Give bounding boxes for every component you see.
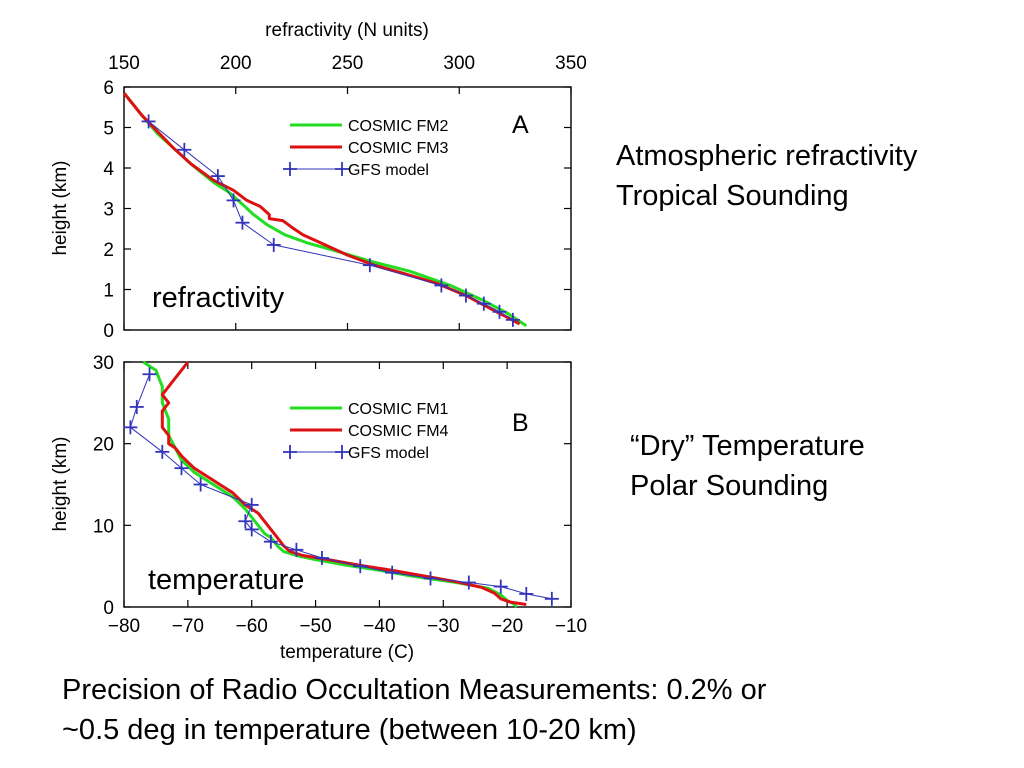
panel-a-description-line2: Tropical Sounding: [616, 180, 849, 212]
panel-a-y-tick-label: 0: [103, 321, 114, 342]
panel-b-gfs-point: [289, 542, 304, 557]
panel-a-y-axis-title: height (km): [50, 160, 71, 255]
panel-b-x-tick-label: −40: [363, 616, 395, 637]
panel-a-gfs-point: [492, 304, 507, 319]
panel-a-legend-item: COSMIC FM3: [290, 140, 449, 157]
panel-b-gfs-point: [461, 575, 476, 590]
panel-b-y-tick-label: 0: [103, 598, 114, 619]
panel-a-gfs-point: [434, 278, 449, 293]
panel-b-gfs-point: [544, 591, 559, 606]
panel-b-gfs-point: [493, 579, 508, 594]
panel-b-x-tick-label: −80: [108, 616, 140, 637]
panel-b-gfs-point: [519, 586, 534, 601]
panel-b-x-tick-label: −70: [172, 616, 204, 637]
panel-a-letter: A: [512, 111, 529, 139]
panel-a-y-tick-label: 6: [103, 78, 114, 99]
panel-b-legend-item: GFS model: [283, 445, 429, 462]
panel-a-gfs-point: [210, 169, 225, 184]
panel-b-legend-label: COSMIC FM4: [348, 423, 449, 440]
panel-a-x-tick-label: 200: [220, 53, 252, 74]
panel-a-description-line1: Atmospheric refractivity: [616, 140, 918, 172]
panel-a-gfs-point: [476, 296, 491, 311]
caption-line2: ~0.5 deg in temperature (between 10-20 k…: [62, 714, 637, 746]
panel-b-x-tick-label: −30: [427, 616, 459, 637]
panel-b-ticks: −80 −70 −60 −50 −40 −30 −20 −10 0 10 20 30: [93, 353, 587, 637]
panel-b-y-tick-label: 20: [93, 435, 114, 456]
panel-b-legend-item: COSMIC FM4: [290, 423, 449, 440]
panel-a-y-tick-label: 5: [103, 119, 114, 140]
panel-a-gfs-point: [235, 215, 250, 230]
panel-b-y-tick-label: 10: [93, 516, 114, 537]
panel-a-x-tick-label: 350: [555, 53, 587, 74]
panel-a-y-tick-label: 1: [103, 281, 114, 302]
panel-b-y-axis-title: height (km): [50, 436, 71, 531]
panel-b-description-line1: “Dry” Temperature: [630, 430, 865, 462]
panel-a-legend-item: GFS model: [283, 162, 429, 179]
panel-b-gfs-point: [244, 522, 259, 537]
panel-b-gfs-point: [244, 497, 259, 512]
panel-b-gfs-point: [129, 399, 144, 414]
panel-a-x-tick-label: 250: [332, 53, 364, 74]
panel-b-y-tick-label: 30: [93, 353, 114, 374]
panel-a-gfs-point: [266, 237, 281, 252]
temperature-chart: −80 −70 −60 −50 −40 −30 −20 −10 0 10 20 30 COSMIC F…: [50, 353, 587, 663]
panel-b-gfs-point: [353, 559, 368, 574]
panel-a-x-tick-label: 150: [108, 53, 140, 74]
panel-b-gfs-point: [155, 444, 170, 459]
panel-a-gfs-point: [362, 258, 377, 273]
panel-b-x-tick-label: −60: [236, 616, 268, 637]
panel-b-letter: B: [512, 409, 529, 437]
panel-a-series: [122, 92, 528, 328]
panel-a-gfs-point: [226, 193, 241, 208]
panel-a-y-tick-label: 2: [103, 240, 114, 261]
panel-b-inner-label: temperature: [148, 564, 304, 596]
panel-a-legend-label: COSMIC FM2: [348, 118, 449, 135]
panel-a-legend-label: GFS model: [348, 162, 429, 179]
panel-b-legend-label: COSMIC FM1: [348, 401, 449, 418]
panel-b-gfs-point: [385, 565, 400, 580]
panel-a-legend: COSMIC FM2 COSMIC FM3 GFS model: [283, 118, 449, 179]
panel-a-series-gfs-model: [148, 121, 514, 321]
panel-a-x-tick-label: 300: [443, 53, 475, 74]
caption-line1: Precision of Radio Occultation Measureme…: [62, 674, 767, 706]
panel-b-gfs-point: [193, 477, 208, 492]
panel-b-gfs-point: [263, 534, 278, 549]
panel-a-gfs-point: [505, 312, 520, 327]
panel-b-x-axis-title: temperature (C): [280, 642, 414, 663]
panel-a-y-tick-label: 3: [103, 200, 114, 221]
panel-b-legend-item: COSMIC FM1: [290, 401, 449, 418]
panel-b-x-tick-label: −20: [491, 616, 523, 637]
panel-a-y-tick-label: 4: [103, 159, 114, 180]
panel-a-x-axis-title: refractivity (N units): [265, 20, 429, 41]
panel-a-legend-item: COSMIC FM2: [290, 118, 449, 135]
panel-a-gfs-point: [177, 142, 192, 157]
panel-b-series: [123, 360, 559, 609]
panel-b-gfs-point: [174, 461, 189, 476]
panel-b-gfs-point: [123, 420, 138, 435]
panel-b-gfs-point: [238, 514, 253, 529]
panel-a-inner-label: refractivity: [152, 282, 285, 314]
panel-a-gfs-point: [141, 114, 156, 129]
panel-b-legend-label: GFS model: [348, 445, 429, 462]
panel-b-x-tick-label: −10: [555, 616, 587, 637]
panel-a-ticks: 150 200 250 300 350 0 1 2 3 4 5 6: [103, 53, 586, 342]
panel-b-description-line2: Polar Sounding: [630, 470, 829, 502]
panel-a-legend-label: COSMIC FM3: [348, 140, 449, 157]
panel-b-gfs-point: [423, 571, 438, 586]
panel-b-gfs-point: [314, 551, 329, 565]
panel-a-gfs-point: [458, 288, 473, 303]
panel-b-legend: COSMIC FM1 COSMIC FM4 GFS model: [283, 401, 449, 462]
panel-b-gfs-point: [142, 367, 157, 382]
panel-b-x-tick-label: −50: [299, 616, 331, 637]
panel-b-plot-frame: [123, 361, 572, 608]
